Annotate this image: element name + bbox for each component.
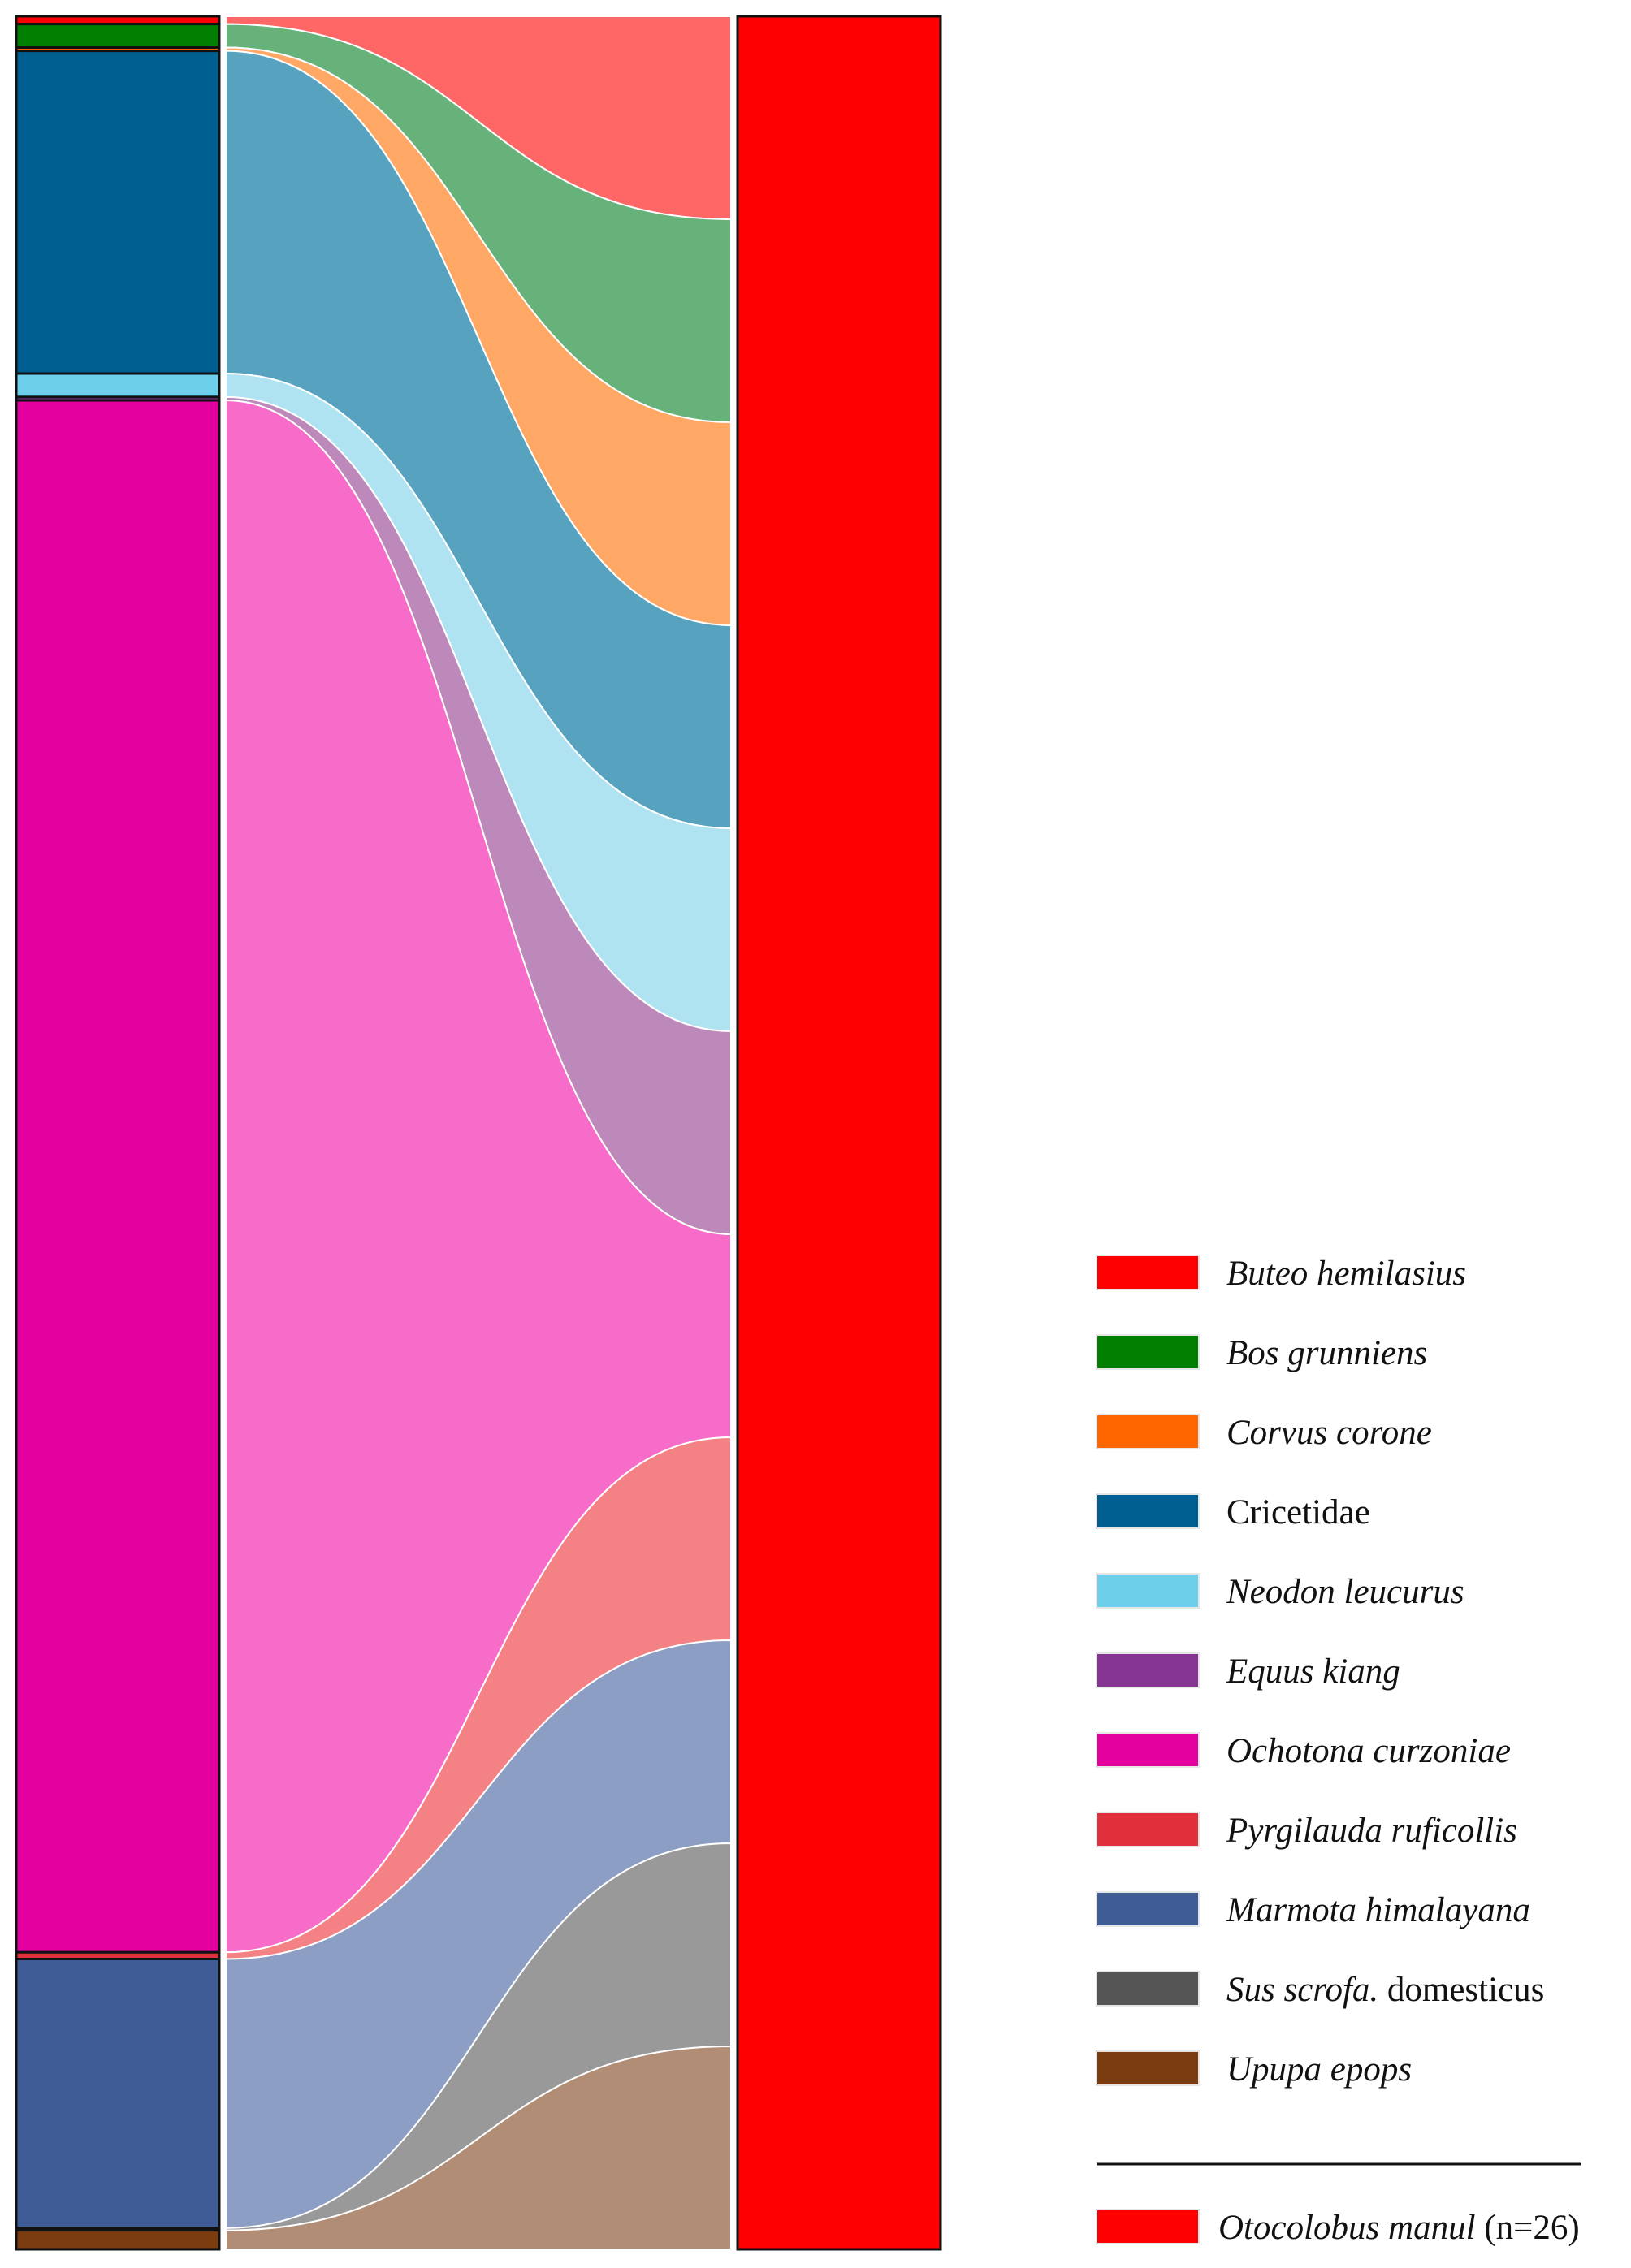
legend-label-marmota-himalayana: Marmota himalayana xyxy=(1226,1891,1530,1929)
legend-swatch-cricetidae xyxy=(1096,1493,1200,1529)
legend-label-corvus-corone: Corvus corone xyxy=(1226,1414,1432,1452)
legend-label-pyrgilauda-ruficollis: Pyrgilauda ruficollis xyxy=(1226,1812,1517,1850)
legend-item-corvus-corone: Corvus corone xyxy=(1096,1414,1432,1452)
legend-label-cricetidae: Cricetidae xyxy=(1226,1493,1370,1531)
legend-swatch-predator xyxy=(1096,2209,1200,2244)
legend-item-neodon-leucurus: Neodon leucurus xyxy=(1096,1573,1464,1611)
legend-item-buteo-hemilasius: Buteo hemilasius xyxy=(1096,1255,1466,1293)
legend-label-ochotona-curzoniae: Ochotona curzoniae xyxy=(1226,1732,1511,1770)
legend-item-cricetidae: Cricetidae xyxy=(1096,1493,1370,1531)
legend-item-pyrgilauda-ruficollis: Pyrgilauda ruficollis xyxy=(1096,1812,1517,1850)
legend: Buteo hemilasius Bos grunniens Corvus coro… xyxy=(1096,1255,1581,2247)
legend-swatch-sus-scrofa-domesticus xyxy=(1096,1971,1200,2007)
legend-swatch-upupa-epops xyxy=(1096,2050,1200,2086)
flow-upupa-epops xyxy=(225,2045,732,2251)
predator-bar-group xyxy=(736,15,942,2251)
flow-group xyxy=(225,15,732,2251)
legend-label-buteo-hemilasius: Buteo hemilasius xyxy=(1226,1255,1466,1293)
legend-label-neodon-leucurus: Neodon leucurus xyxy=(1226,1573,1464,1611)
legend-item-sus-scrofa-domesticus: Sus scrofa. domesticus xyxy=(1096,1971,1544,2009)
legend-label-upupa-epops: Upupa epops xyxy=(1226,2050,1412,2089)
prey-bar-marmota-himalayana xyxy=(15,1958,221,2230)
legend-swatch-pyrgilauda-ruficollis xyxy=(1096,1812,1200,1847)
predator-bar xyxy=(736,15,942,2251)
legend-item-predator: Otocolobus manul (n=26) xyxy=(1096,2209,1580,2247)
legend-item-ochotona-curzoniae: Ochotona curzoniae xyxy=(1096,1732,1511,1770)
prey-bar-group xyxy=(15,15,221,2251)
legend-swatch-corvus-corone xyxy=(1096,1414,1200,1449)
legend-item-equus-kiang: Equus kiang xyxy=(1096,1652,1400,1691)
legend-swatch-equus-kiang xyxy=(1096,1652,1200,1688)
prey-bar-cricetidae xyxy=(15,50,221,375)
legend-swatch-buteo-hemilasius xyxy=(1096,1255,1200,1290)
legend-swatch-neodon-leucurus xyxy=(1096,1573,1200,1609)
legend-item-upupa-epops: Upupa epops xyxy=(1096,2050,1412,2089)
legend-label-equus-kiang: Equus kiang xyxy=(1226,1652,1400,1691)
prey-bar-upupa-epops xyxy=(15,2229,221,2251)
legend-item-bos-grunniens: Bos grunniens xyxy=(1096,1334,1427,1372)
legend-label-sus-scrofa-domesticus: Sus scrofa. domesticus xyxy=(1226,1971,1544,2009)
legend-swatch-marmota-himalayana xyxy=(1096,1891,1200,1927)
prey-bar-bos-grunniens xyxy=(15,23,221,49)
legend-label-bos-grunniens: Bos grunniens xyxy=(1226,1334,1427,1372)
legend-label-predator: Otocolobus manul (n=26) xyxy=(1218,2209,1580,2247)
prey-bar-neodon-leucurus xyxy=(15,372,221,399)
legend-swatch-ochotona-curzoniae xyxy=(1096,1732,1200,1768)
legend-swatch-bos-grunniens xyxy=(1096,1334,1200,1370)
legend-item-marmota-himalayana: Marmota himalayana xyxy=(1096,1891,1530,1929)
prey-bar-ochotona-curzoniae xyxy=(15,399,221,1954)
